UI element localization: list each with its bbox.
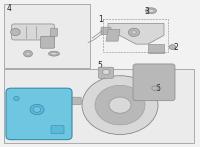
Circle shape (102, 69, 110, 75)
Bar (4, 69, 194, 143)
Ellipse shape (146, 8, 156, 14)
Ellipse shape (95, 85, 145, 125)
FancyBboxPatch shape (101, 27, 111, 35)
Ellipse shape (148, 9, 154, 12)
Circle shape (132, 31, 136, 34)
Polygon shape (108, 24, 164, 44)
Circle shape (26, 52, 30, 55)
FancyBboxPatch shape (40, 36, 55, 48)
FancyBboxPatch shape (63, 97, 81, 105)
Ellipse shape (30, 104, 44, 115)
Circle shape (24, 50, 32, 57)
FancyBboxPatch shape (12, 24, 54, 40)
FancyBboxPatch shape (98, 67, 114, 78)
FancyBboxPatch shape (51, 126, 64, 134)
Text: 7: 7 (37, 126, 41, 135)
Ellipse shape (33, 107, 41, 112)
Circle shape (128, 28, 140, 36)
Circle shape (14, 96, 19, 101)
Circle shape (109, 97, 131, 113)
Ellipse shape (48, 51, 60, 56)
Text: 3: 3 (145, 7, 149, 16)
Circle shape (152, 86, 158, 91)
FancyBboxPatch shape (133, 64, 175, 101)
Ellipse shape (51, 52, 57, 55)
Text: 1: 1 (99, 15, 103, 24)
FancyBboxPatch shape (51, 28, 58, 36)
Bar (4, 4, 90, 68)
Text: 4: 4 (7, 4, 11, 13)
Polygon shape (148, 44, 164, 53)
Text: 5: 5 (98, 61, 102, 70)
Text: 2: 2 (174, 42, 178, 52)
Text: 6: 6 (156, 84, 160, 93)
Circle shape (11, 29, 20, 36)
Circle shape (169, 45, 176, 49)
FancyBboxPatch shape (6, 88, 72, 140)
Ellipse shape (82, 76, 158, 135)
Polygon shape (106, 29, 120, 41)
